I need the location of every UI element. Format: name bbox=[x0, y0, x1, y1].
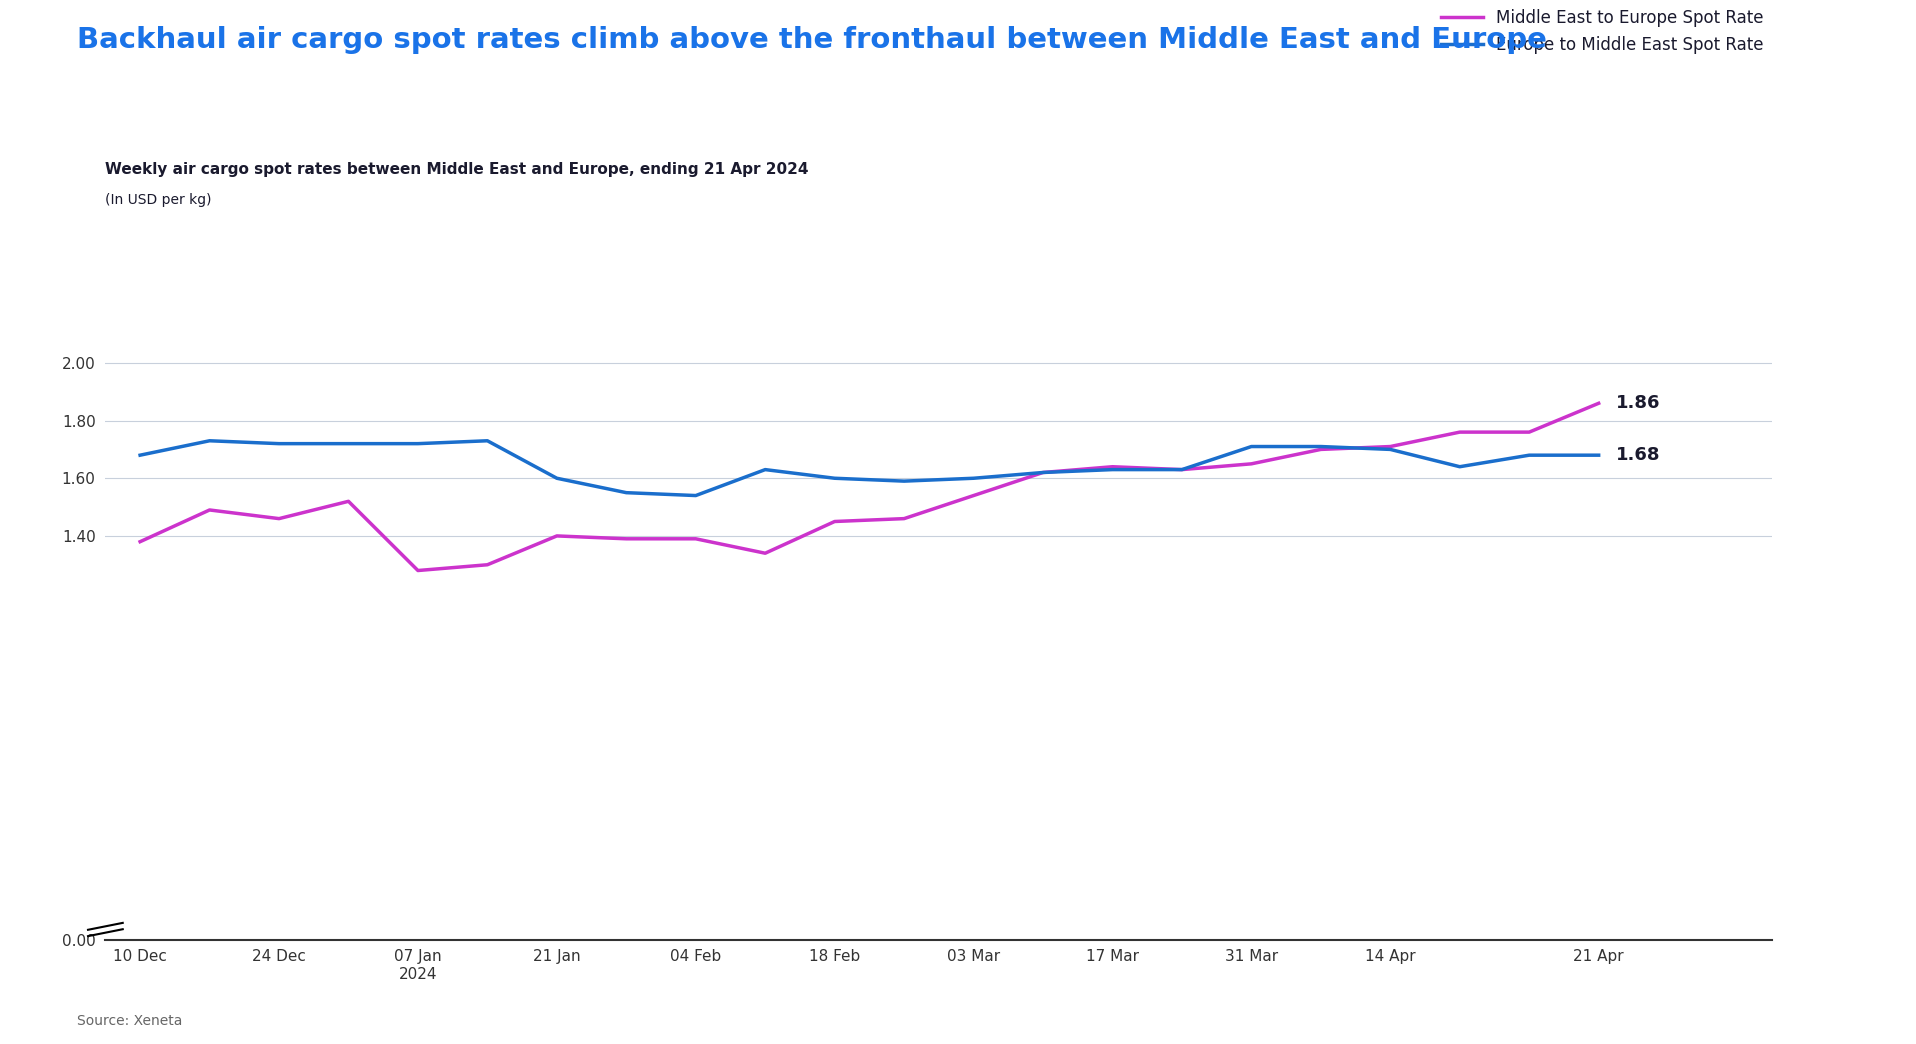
Europe to Middle East Spot Rate bbox=[1380, 443, 1403, 455]
Europe to Middle East Spot Rate bbox=[546, 472, 569, 484]
Middle East to Europe Spot Rate bbox=[684, 532, 707, 545]
Text: Backhaul air cargo spot rates climb above the fronthaul between Middle East and : Backhaul air cargo spot rates climb abov… bbox=[77, 26, 1546, 54]
Europe to Middle East Spot Rate bbox=[1240, 441, 1263, 453]
Europe to Middle East Spot Rate bbox=[1448, 460, 1471, 473]
Europe to Middle East Spot Rate bbox=[962, 472, 985, 484]
Middle East to Europe Spot Rate bbox=[893, 513, 916, 525]
Middle East to Europe Spot Rate bbox=[962, 490, 985, 502]
Text: Weekly air cargo spot rates between Middle East and Europe, ending 21 Apr 2024: Weekly air cargo spot rates between Midd… bbox=[105, 162, 809, 176]
Middle East to Europe Spot Rate bbox=[1448, 426, 1471, 438]
Line: Europe to Middle East Spot Rate: Europe to Middle East Spot Rate bbox=[140, 441, 1598, 496]
Europe to Middle East Spot Rate bbox=[475, 434, 498, 447]
Europe to Middle East Spot Rate bbox=[824, 472, 847, 484]
Middle East to Europe Spot Rate bbox=[1517, 426, 1540, 438]
Europe to Middle East Spot Rate bbox=[1102, 464, 1125, 476]
Line: Middle East to Europe Spot Rate: Middle East to Europe Spot Rate bbox=[140, 403, 1598, 570]
Middle East to Europe Spot Rate bbox=[824, 516, 847, 528]
Text: 1.86: 1.86 bbox=[1615, 395, 1661, 412]
Middle East to Europe Spot Rate bbox=[1586, 397, 1609, 409]
Middle East to Europe Spot Rate bbox=[1240, 457, 1263, 470]
Middle East to Europe Spot Rate bbox=[753, 547, 776, 560]
Text: (In USD per kg): (In USD per kg) bbox=[105, 193, 213, 207]
Europe to Middle East Spot Rate bbox=[1309, 441, 1332, 453]
Text: Source: Xeneta: Source: Xeneta bbox=[77, 1015, 182, 1028]
Europe to Middle East Spot Rate bbox=[1586, 449, 1609, 461]
Europe to Middle East Spot Rate bbox=[615, 487, 638, 499]
Text: 1.68: 1.68 bbox=[1615, 446, 1661, 465]
Middle East to Europe Spot Rate bbox=[1380, 441, 1403, 453]
Middle East to Europe Spot Rate bbox=[546, 529, 569, 542]
Middle East to Europe Spot Rate bbox=[1031, 467, 1054, 479]
Europe to Middle East Spot Rate bbox=[753, 464, 776, 476]
Middle East to Europe Spot Rate bbox=[268, 513, 291, 525]
Middle East to Europe Spot Rate bbox=[1309, 443, 1332, 455]
Middle East to Europe Spot Rate bbox=[1171, 464, 1194, 476]
Middle East to Europe Spot Rate bbox=[615, 532, 638, 545]
Middle East to Europe Spot Rate bbox=[197, 503, 220, 516]
Europe to Middle East Spot Rate bbox=[337, 437, 360, 450]
Middle East to Europe Spot Rate bbox=[128, 536, 151, 548]
Europe to Middle East Spot Rate bbox=[406, 437, 429, 450]
Middle East to Europe Spot Rate bbox=[1102, 460, 1125, 473]
Legend: Middle East to Europe Spot Rate, Europe to Middle East Spot Rate: Middle East to Europe Spot Rate, Europe … bbox=[1441, 9, 1765, 53]
Middle East to Europe Spot Rate bbox=[406, 564, 429, 576]
Europe to Middle East Spot Rate bbox=[893, 475, 916, 488]
Europe to Middle East Spot Rate bbox=[197, 434, 220, 447]
Middle East to Europe Spot Rate bbox=[475, 559, 498, 571]
Europe to Middle East Spot Rate bbox=[1171, 464, 1194, 476]
Europe to Middle East Spot Rate bbox=[684, 490, 707, 502]
Europe to Middle East Spot Rate bbox=[128, 449, 151, 461]
Europe to Middle East Spot Rate bbox=[268, 437, 291, 450]
Europe to Middle East Spot Rate bbox=[1517, 449, 1540, 461]
Middle East to Europe Spot Rate bbox=[337, 495, 360, 507]
Europe to Middle East Spot Rate bbox=[1031, 467, 1054, 479]
